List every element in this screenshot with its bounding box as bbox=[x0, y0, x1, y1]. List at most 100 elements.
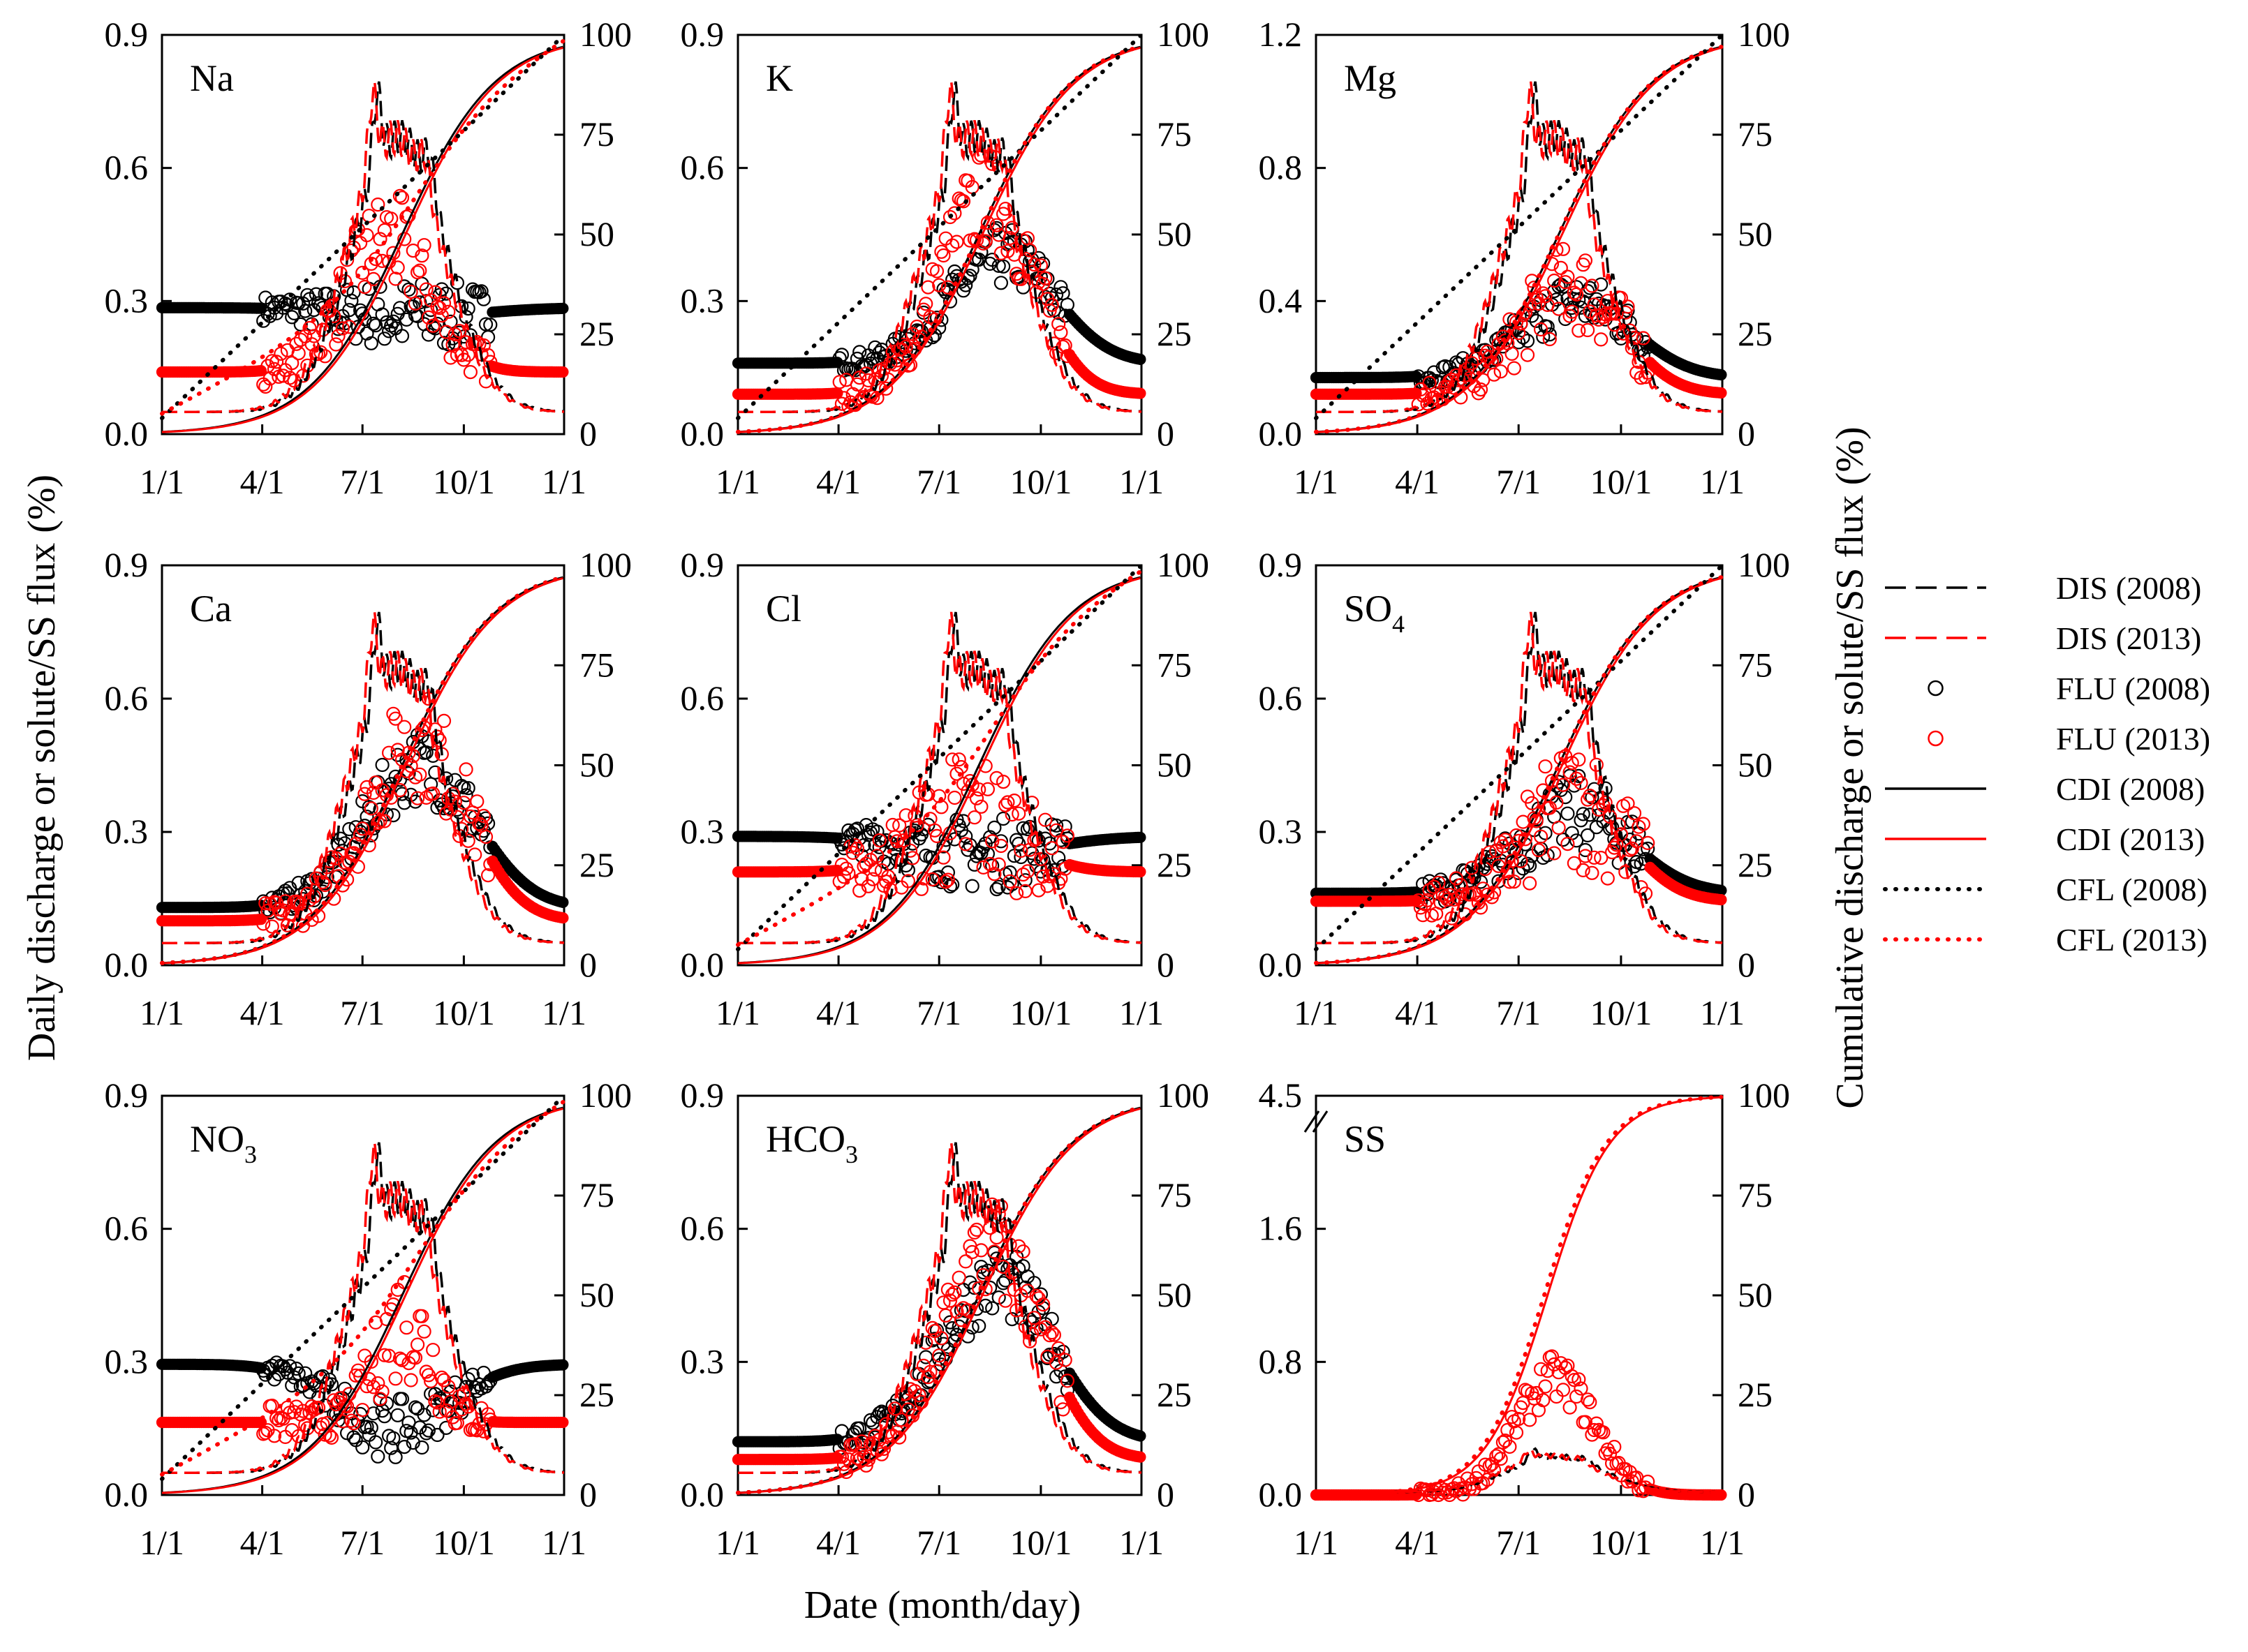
flu-2013-point bbox=[265, 354, 279, 369]
flu-2008-point bbox=[940, 865, 956, 880]
panel-title: HCO3 bbox=[766, 1118, 858, 1168]
x-tick-label: 7/1 bbox=[340, 462, 385, 501]
y-tick-label: 0.0 bbox=[1259, 945, 1303, 984]
flu-2008-point bbox=[357, 818, 372, 833]
flu-2013-point bbox=[1467, 886, 1481, 900]
flu-2013-point bbox=[390, 260, 405, 275]
x-tick-label: 4/1 bbox=[1395, 462, 1440, 501]
flu-2013-point bbox=[945, 238, 960, 253]
x-tick-label: 10/1 bbox=[1010, 993, 1072, 1032]
legend-label: CFL (2008) bbox=[2056, 872, 2208, 907]
y-tick-label: 0.3 bbox=[681, 281, 725, 320]
flu-2013-point bbox=[1547, 846, 1562, 861]
x-tick-label: 1/1 bbox=[1294, 462, 1338, 501]
flu-2013-point bbox=[1627, 330, 1642, 345]
flu-2013-point bbox=[996, 774, 1011, 789]
flu-2008-point bbox=[1516, 330, 1530, 345]
flu-2013-point bbox=[1572, 752, 1586, 767]
flu-2008-point bbox=[401, 282, 416, 297]
y-tick-label: 0.3 bbox=[105, 1341, 149, 1381]
chart-panel: Na 1/1 4/1 7/1 10/1 1/1 0.0 0.3 0.6 0.9 0 25 50 75 100 bbox=[105, 15, 633, 501]
flu-2008-point bbox=[1020, 821, 1035, 837]
flu-2013-point bbox=[959, 837, 973, 851]
flu-2013-point bbox=[1465, 861, 1479, 875]
legend-label: DIS (2008) bbox=[2056, 570, 2201, 606]
flu-2013-point bbox=[1572, 323, 1586, 338]
flu-2013-point bbox=[1600, 871, 1615, 886]
flu-2008-point bbox=[262, 308, 277, 323]
panel-title: Na bbox=[190, 57, 234, 99]
flu-2013-point bbox=[269, 355, 284, 369]
flu-2013-point bbox=[1567, 856, 1581, 870]
dis-2013-line bbox=[738, 81, 1141, 413]
flu-2013-point bbox=[1594, 850, 1609, 865]
flu-2008-point bbox=[348, 1433, 363, 1448]
flu-2013-point bbox=[258, 896, 273, 911]
x-tick-label: 10/1 bbox=[433, 462, 495, 501]
x-tick-label: 1/1 bbox=[1294, 1523, 1338, 1562]
flu-2013-point bbox=[1051, 317, 1066, 332]
y-tick-label: 0.6 bbox=[681, 1209, 725, 1248]
flu-2013-point bbox=[1560, 269, 1575, 284]
legend-item: FLU (2008) bbox=[1928, 671, 2210, 706]
flu-2013-point bbox=[1625, 841, 1639, 856]
flu-2013-point bbox=[1413, 382, 1428, 397]
x-tick-label: 10/1 bbox=[1590, 462, 1652, 501]
flu-2013-point bbox=[1504, 346, 1519, 361]
flu-2013-point bbox=[850, 841, 865, 856]
flu-2008-point bbox=[438, 286, 454, 301]
flu-2008-point bbox=[991, 879, 1006, 894]
y2-tick-label: 0 bbox=[1157, 945, 1174, 984]
y2-tick-label: 0 bbox=[579, 945, 597, 984]
legend-item: FLU (2013) bbox=[1928, 721, 2210, 757]
flu-2008-point bbox=[461, 302, 475, 316]
flu-2013-point bbox=[413, 767, 427, 782]
y-tick-label: 1.6 bbox=[1259, 1209, 1303, 1248]
flu-2013-point bbox=[375, 253, 390, 268]
flu-2013-point bbox=[1583, 788, 1597, 803]
flu-2013-point bbox=[1007, 793, 1022, 808]
x-tick-label: 1/1 bbox=[716, 1523, 760, 1562]
flu-2013-point bbox=[404, 1373, 418, 1387]
flu-2013-point bbox=[974, 799, 989, 814]
flu-2013-point bbox=[1542, 332, 1557, 347]
y2-tick-label: 50 bbox=[1157, 745, 1192, 784]
flu-2013-point bbox=[1611, 817, 1626, 832]
flu-2013-point bbox=[1442, 888, 1457, 902]
y-tick-label: 0.3 bbox=[1259, 812, 1303, 851]
flu-2013-point bbox=[1507, 361, 1521, 375]
chart-panel: K 1/1 4/1 7/1 10/1 1/1 0.0 0.3 0.6 0.9 0 25 50 75 100 bbox=[681, 15, 1210, 501]
y-tick-label: 0.3 bbox=[681, 812, 725, 851]
flu-2013-point bbox=[353, 827, 368, 842]
flu-2013-point bbox=[989, 771, 1004, 786]
flu-2013-point bbox=[364, 801, 378, 816]
flu-2008-point bbox=[394, 1392, 410, 1406]
flu-2008-point bbox=[959, 829, 973, 844]
legend-label: FLU (2013) bbox=[2056, 721, 2210, 757]
flu-2013-point bbox=[392, 188, 408, 203]
flu-2013-point bbox=[1426, 879, 1442, 894]
flu-2008-point bbox=[832, 351, 847, 366]
flu-2013-point bbox=[969, 791, 984, 805]
flu-2008-point bbox=[1012, 836, 1026, 851]
flu-2013-point bbox=[932, 789, 947, 803]
legend-label: CFL (2013) bbox=[2056, 922, 2208, 958]
y2-tick-label: 50 bbox=[1738, 1275, 1773, 1314]
flu-2013-point bbox=[426, 786, 441, 801]
x-tick-label: 1/1 bbox=[140, 1523, 184, 1562]
flu-2013-point bbox=[335, 321, 350, 336]
y2-tick-label: 100 bbox=[579, 1076, 632, 1115]
flu-2008-point bbox=[1511, 335, 1526, 350]
flu-2013-point bbox=[1134, 865, 1146, 878]
flu-2013-point bbox=[1596, 310, 1611, 325]
y2-tick-label: 75 bbox=[579, 1175, 614, 1214]
flu-2013-point bbox=[1014, 843, 1028, 858]
panel-title: SO4 bbox=[1344, 588, 1405, 638]
flu-2013-point bbox=[1555, 241, 1571, 256]
flu-2013-point bbox=[993, 838, 1009, 854]
flu-2008-point bbox=[483, 318, 498, 332]
flu-2013-point bbox=[1565, 304, 1579, 319]
flu-2008-point bbox=[454, 778, 469, 794]
flu-2008-point bbox=[311, 296, 326, 311]
flu-2013-point bbox=[276, 903, 290, 918]
